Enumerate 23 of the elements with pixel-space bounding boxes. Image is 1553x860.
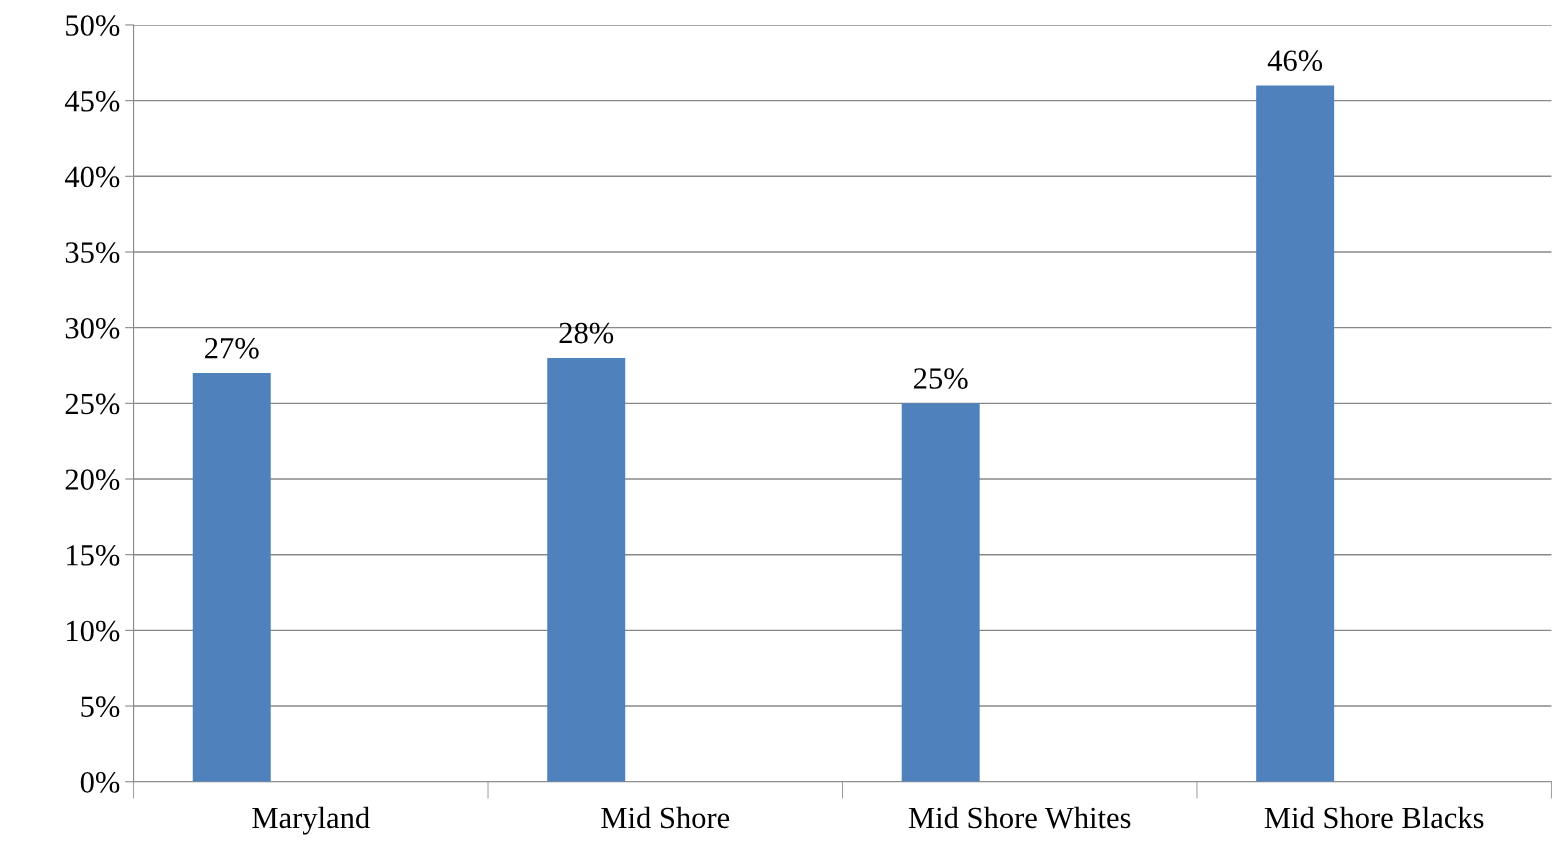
data-label: 28% bbox=[559, 322, 614, 344]
data-label: 46% bbox=[1267, 50, 1323, 72]
bar bbox=[901, 403, 980, 782]
x-tick-label: Mid Shore Whites bbox=[908, 806, 1131, 829]
y-tick-label: 15% bbox=[67, 544, 120, 566]
y-tick-label: 5% bbox=[81, 696, 120, 718]
bar bbox=[192, 373, 271, 782]
x-tick-label: Mid Shore Blacks bbox=[1264, 806, 1484, 829]
y-tick-label: 25% bbox=[65, 393, 120, 415]
y-tick-label: 40% bbox=[64, 166, 120, 188]
y-tick-label: 0% bbox=[80, 772, 120, 793]
bar bbox=[547, 357, 626, 782]
y-tick-label: 20% bbox=[65, 469, 120, 491]
data-label: 25% bbox=[914, 368, 968, 389]
data-label: 27% bbox=[205, 337, 259, 359]
y-tick-label: 50% bbox=[66, 15, 120, 36]
x-tick-label: Mid Shore bbox=[601, 806, 730, 829]
y-tick-label: 30% bbox=[65, 317, 120, 339]
y-tick-label: 45% bbox=[64, 90, 120, 112]
y-tick-label: 10% bbox=[67, 620, 120, 642]
bar bbox=[1256, 85, 1335, 782]
x-tick-label: Maryland bbox=[252, 806, 370, 835]
y-tick-label: 35% bbox=[65, 242, 120, 263]
